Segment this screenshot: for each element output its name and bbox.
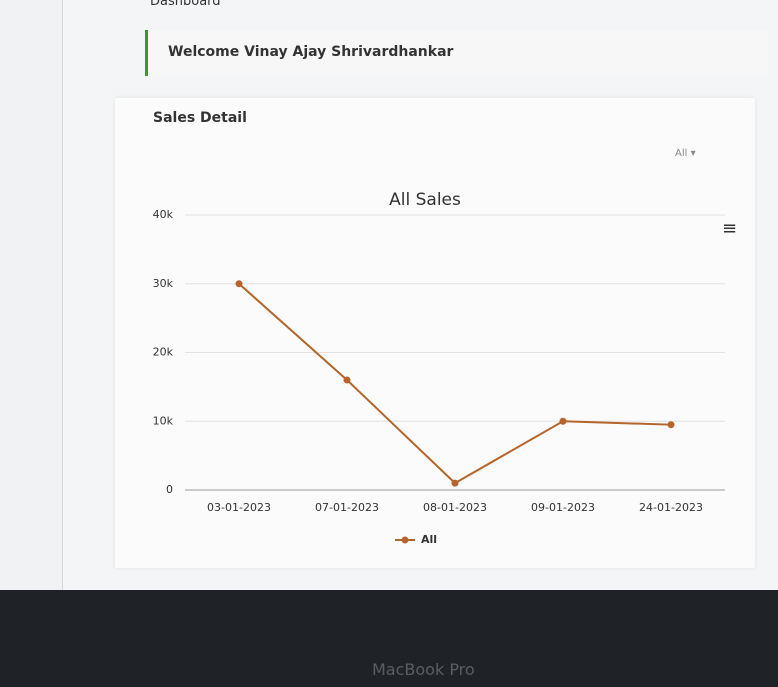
filter-value: All [675,148,688,159]
point [451,479,459,487]
laptop-bezel [0,590,778,687]
line [238,283,672,485]
chart-menu[interactable]: ≡ [722,218,738,239]
legend-label: All [421,533,437,546]
chart-title: All Sales [389,190,461,210]
y-tick-label: 20k [153,346,174,359]
point [559,417,567,425]
welcome-text: Welcome Vinay Ajay Shrivardhankar [168,44,454,60]
x-tick-label: 24-01-2023 [639,501,703,514]
breadcrumb: Dashboard [150,0,221,9]
sidebar [0,0,63,590]
card-title: Sales Detail [153,110,247,126]
point [235,280,243,288]
laptop-brand: MacBook Pro [372,660,475,679]
point [667,421,675,429]
chart: All Sales 0 10k 20k 30k 40k 03-01-2023 07-01-2… [153,190,725,546]
y-tick-label: 30k [153,277,174,290]
x-tick-label: 09-01-2023 [531,501,595,514]
y-tick-label: 0 [166,483,173,496]
y-tick-label: 10k [153,414,174,427]
filter-select[interactable]: All ▾ [675,148,696,159]
welcome-banner: Welcome Vinay Ajay Shrivardhankar [145,30,768,76]
x-tick-label: 08-01-2023 [423,501,487,514]
y-tick-label: 40k [153,208,174,221]
x-tick-label: 07-01-2023 [315,501,379,514]
legend-dot [401,536,409,544]
x-tick-label: 03-01-2023 [207,501,271,514]
point [343,376,351,384]
